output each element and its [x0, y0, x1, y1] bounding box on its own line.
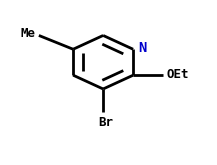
Text: Me: Me — [21, 27, 36, 40]
Text: N: N — [138, 41, 147, 55]
Text: OEt: OEt — [166, 68, 189, 81]
Text: Br: Br — [98, 116, 113, 129]
